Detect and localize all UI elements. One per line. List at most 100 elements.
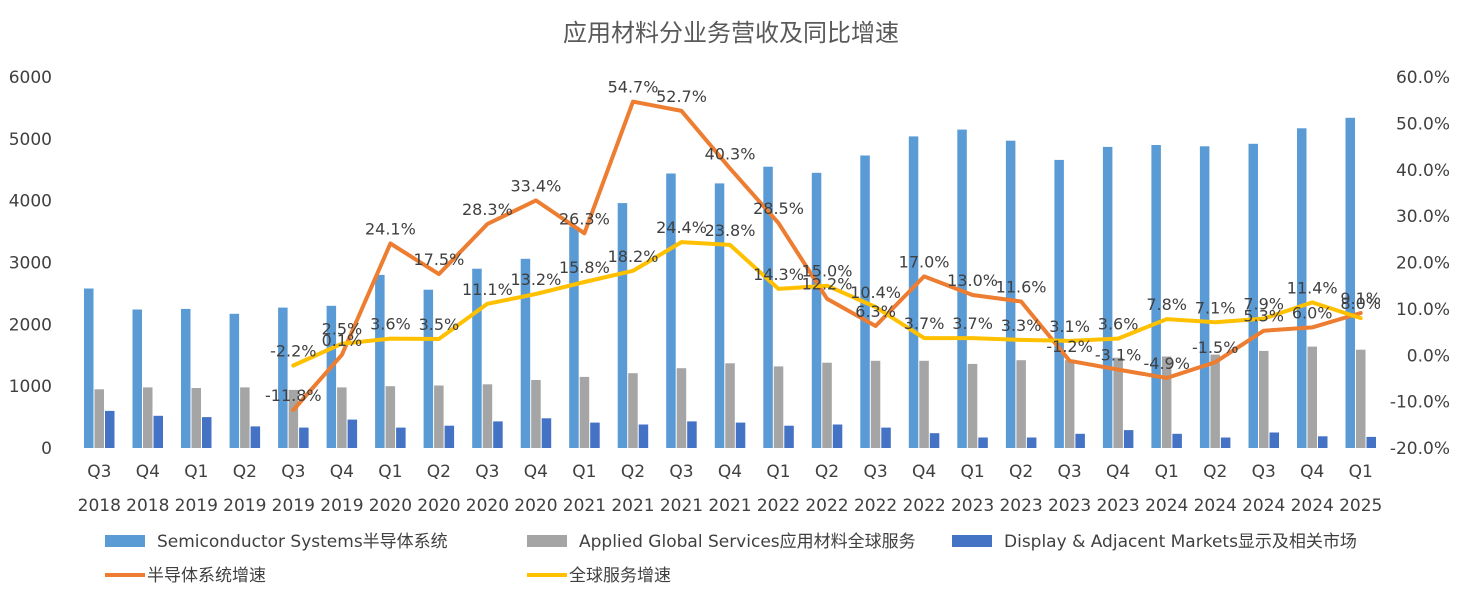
chart-title: 应用材料分业务营收及同比增速 — [563, 19, 899, 47]
bar-s3-19 — [978, 437, 988, 448]
data-label-s2-6: 2.5% — [322, 320, 363, 339]
bar-s3-20 — [1026, 437, 1037, 448]
bar-s1-24 — [1199, 146, 1210, 449]
data-label-s1-22: -3.1% — [1095, 346, 1141, 365]
y-right-tick-2: -10.0% — [1390, 393, 1450, 413]
y-left-tick-7: 6000 — [9, 68, 52, 88]
bar-s1-2 — [132, 309, 142, 448]
y-right-tick-9: 60.0% — [1396, 68, 1450, 88]
data-label-s1-20: 11.6% — [996, 278, 1047, 297]
bar-s2-22 — [1113, 357, 1123, 448]
bar-s2-2 — [143, 387, 153, 448]
bar-s2-6 — [337, 387, 347, 448]
x-tick-year-11: 2021 — [563, 496, 606, 516]
bar-s1-1 — [84, 288, 94, 448]
bar-s1-6 — [326, 305, 337, 448]
bar-s3-21 — [1075, 433, 1085, 448]
bar-s2-1 — [94, 389, 104, 448]
bar-s1-5 — [278, 307, 288, 448]
x-tick-quarter-14: Q4 — [718, 462, 742, 482]
x-tick-quarter-3: Q1 — [184, 462, 208, 482]
x-tick-quarter-21: Q3 — [1057, 462, 1081, 482]
data-label-s2-14: 23.8% — [705, 221, 756, 240]
bar-s2-5 — [288, 389, 299, 448]
x-tick-year-6: 2019 — [320, 496, 363, 516]
data-label-s2-13: 24.4% — [656, 218, 707, 237]
bar-s1-26 — [1297, 128, 1307, 449]
bar-s3-7 — [396, 427, 406, 448]
x-tick-quarter-1: Q3 — [87, 462, 111, 482]
data-label-s1-6: 0.1% — [322, 331, 363, 350]
bar-s3-13 — [687, 421, 697, 448]
x-tick-quarter-11: Q1 — [572, 462, 596, 482]
data-label-s2-26: 11.4% — [1287, 278, 1338, 297]
data-label-s1-7: 24.1% — [365, 220, 416, 239]
bar-s3-12 — [638, 424, 649, 448]
data-label-s2-19: 3.7% — [952, 314, 993, 333]
x-tick-year-10: 2020 — [514, 496, 557, 516]
x-tick-year-3: 2019 — [175, 496, 218, 516]
legend-label-3: Display & Adjacent Markets显示及相关市场 — [1004, 532, 1357, 552]
data-label-s2-9: 11.1% — [462, 280, 513, 299]
bar-s1-8 — [423, 289, 434, 448]
x-tick-year-21: 2023 — [1048, 496, 1091, 516]
x-axis: Q3 2018 Q4 2018 Q1 2019 Q2 2019 Q3 2019 Q4 2019 Q1 20… — [78, 462, 1383, 516]
data-label-s1-17: 6.3% — [855, 302, 896, 321]
x-tick-quarter-9: Q3 — [475, 462, 499, 482]
data-label-s1-11: 26.3% — [559, 209, 610, 228]
x-tick-year-27: 2025 — [1339, 496, 1382, 516]
y-right-tick-1: -20.0% — [1390, 439, 1450, 459]
bar-s3-2 — [153, 415, 163, 448]
bar-s3-5 — [299, 427, 309, 448]
data-label-s1-19: 13.0% — [947, 271, 998, 290]
bar-s2-9 — [482, 384, 493, 448]
bar-s1-20 — [1005, 140, 1016, 448]
bar-s2-19 — [967, 363, 978, 448]
data-label-s1-12: 54.7% — [608, 78, 659, 97]
x-tick-year-16: 2022 — [805, 496, 848, 516]
x-tick-year-4: 2019 — [223, 496, 266, 516]
bar-s3-18 — [929, 433, 940, 448]
bar-s2-3 — [191, 388, 201, 448]
data-label-s1-24: -1.5% — [1192, 338, 1238, 357]
bar-s1-4 — [229, 313, 240, 448]
bar-s2-8 — [434, 385, 444, 448]
data-label-s1-16: 12.2% — [802, 275, 853, 294]
bar-s2-27 — [1356, 349, 1366, 448]
bar-s1-18 — [908, 136, 919, 448]
bar-s2-20 — [1016, 360, 1026, 448]
x-tick-quarter-19: Q1 — [960, 462, 984, 482]
x-tick-year-24: 2024 — [1194, 496, 1237, 516]
x-tick-year-1: 2018 — [78, 496, 121, 516]
data-label-s2-27: 8.0% — [1340, 294, 1381, 313]
bar-s1-23 — [1151, 145, 1161, 448]
bar-s1-3 — [181, 308, 191, 448]
bar-s1-7 — [375, 274, 385, 448]
bar-s3-27 — [1366, 436, 1376, 448]
data-label-s1-18: 17.0% — [899, 252, 950, 271]
y-right-tick-7: 40.0% — [1396, 161, 1450, 181]
bar-s3-26 — [1318, 436, 1328, 448]
x-tick-quarter-2: Q4 — [136, 462, 160, 482]
data-label-s1-10: 33.4% — [510, 176, 561, 195]
bar-s3-15 — [784, 425, 794, 448]
data-label-s2-16: 15.0% — [802, 262, 853, 281]
y-right-tick-4: 10.0% — [1396, 300, 1450, 320]
bar-s1-12 — [617, 203, 628, 448]
bar-s2-14 — [725, 363, 735, 448]
y-right-tick-8: 50.0% — [1396, 114, 1450, 134]
bar-s2-21 — [1064, 360, 1075, 448]
bar-s1-13 — [666, 173, 676, 448]
data-label-s2-25: 7.9% — [1243, 295, 1284, 314]
bar-s3-24 — [1220, 437, 1231, 448]
bar-s2-24 — [1210, 354, 1220, 448]
x-tick-quarter-4: Q2 — [233, 462, 257, 482]
x-tick-year-13: 2021 — [660, 496, 703, 516]
y-left-tick-6: 5000 — [9, 130, 52, 150]
bar-s3-6 — [347, 419, 358, 448]
bar-s2-25 — [1259, 350, 1269, 448]
bar-s3-16 — [832, 424, 843, 448]
bar-s1-25 — [1248, 143, 1258, 449]
bar-s2-4 — [240, 387, 250, 448]
line-series-2 — [291, 240, 1363, 368]
